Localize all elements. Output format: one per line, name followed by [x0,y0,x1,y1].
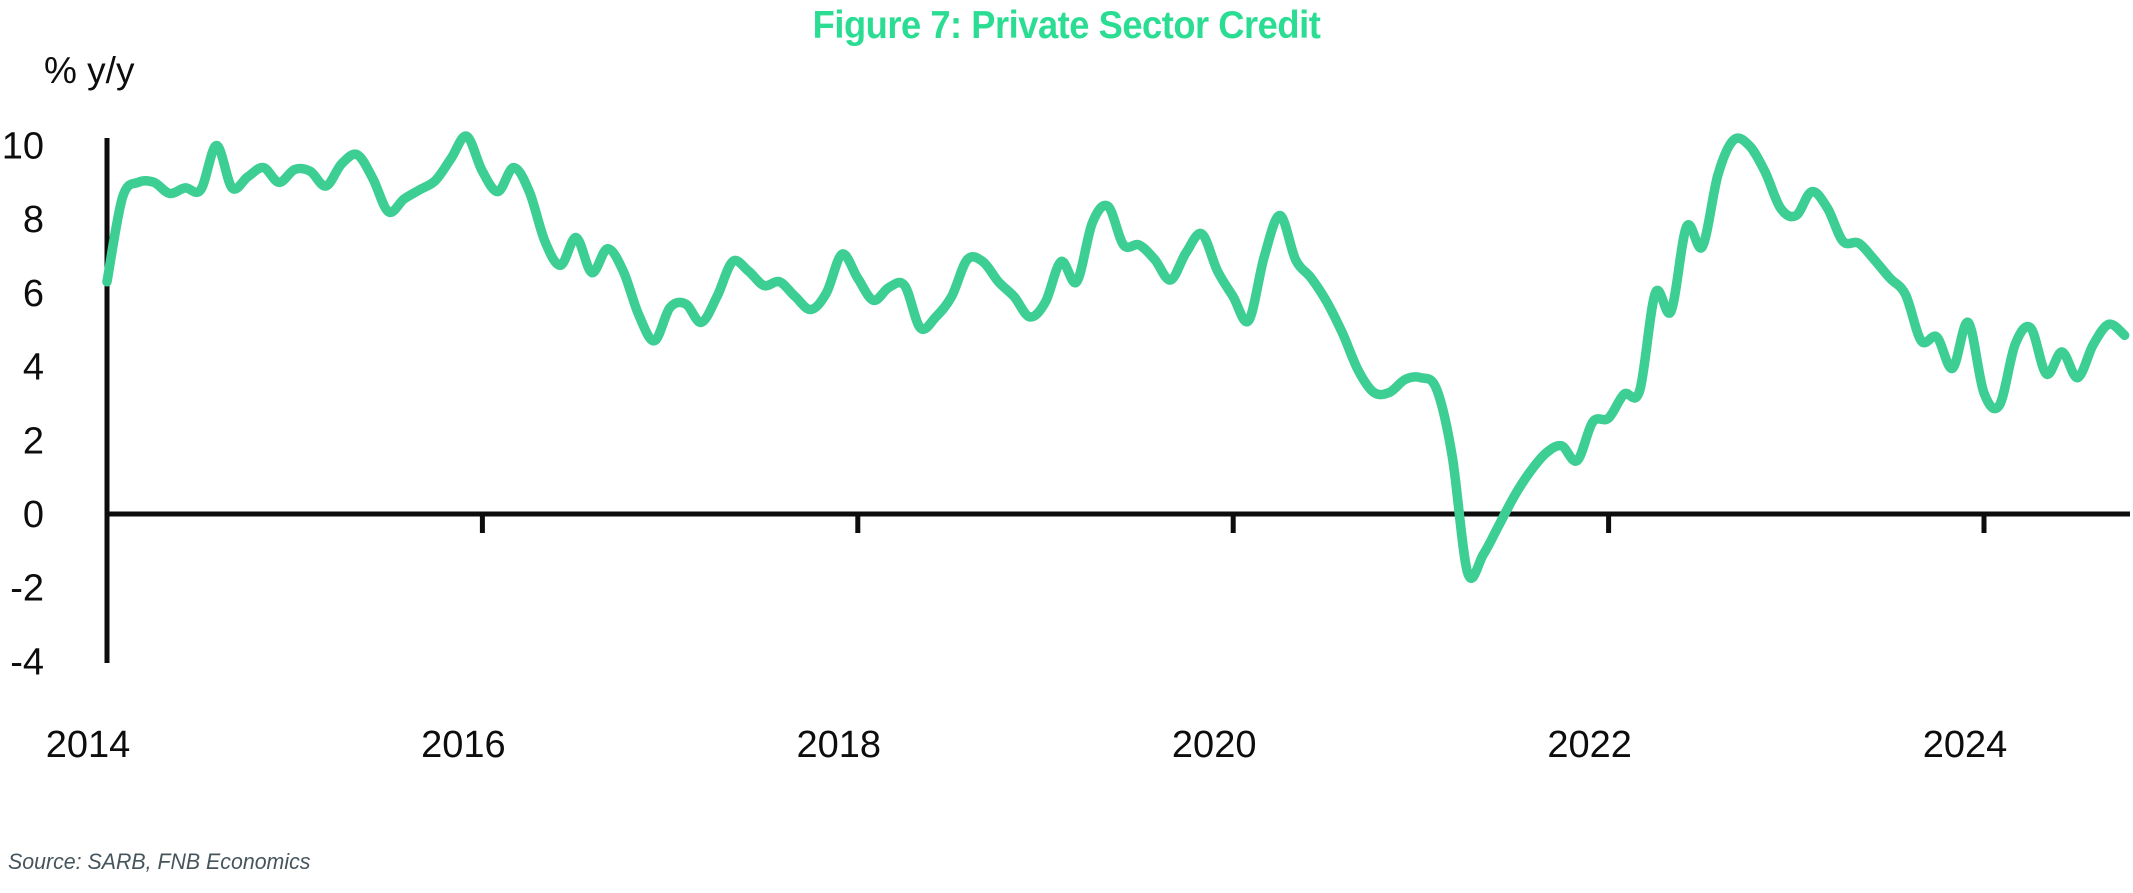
y-axis-unit-label: % y/y [44,50,135,91]
credit-growth-line [102,131,2130,583]
y-axis-tick-label: -2 [10,568,44,610]
y-axis-tick-label: 0 [23,494,44,536]
y-axis-tick-label: 6 [23,273,44,315]
x-axis-tick-label: 2022 [1547,724,1632,766]
source-note: Source: SARB, FNB Economics [8,849,311,874]
y-axis-tick-label: 4 [23,347,44,389]
x-axis-tick-label: 2024 [1923,724,2008,766]
x-axis-tick-label: 2016 [421,724,506,766]
y-axis-tick-label: 10 [2,126,44,168]
y-axis-tick-label: -4 [10,641,44,683]
x-axis-tick-label: 2014 [46,724,131,766]
y-axis-tick-label: 2 [23,420,44,462]
x-axis-tick-label: 2018 [797,724,882,766]
x-axis-tick-label: 2020 [1172,724,1257,766]
figure-title: Figure 7: Private Sector Credit [812,4,1321,47]
y-axis-tick-label: 8 [23,199,44,241]
